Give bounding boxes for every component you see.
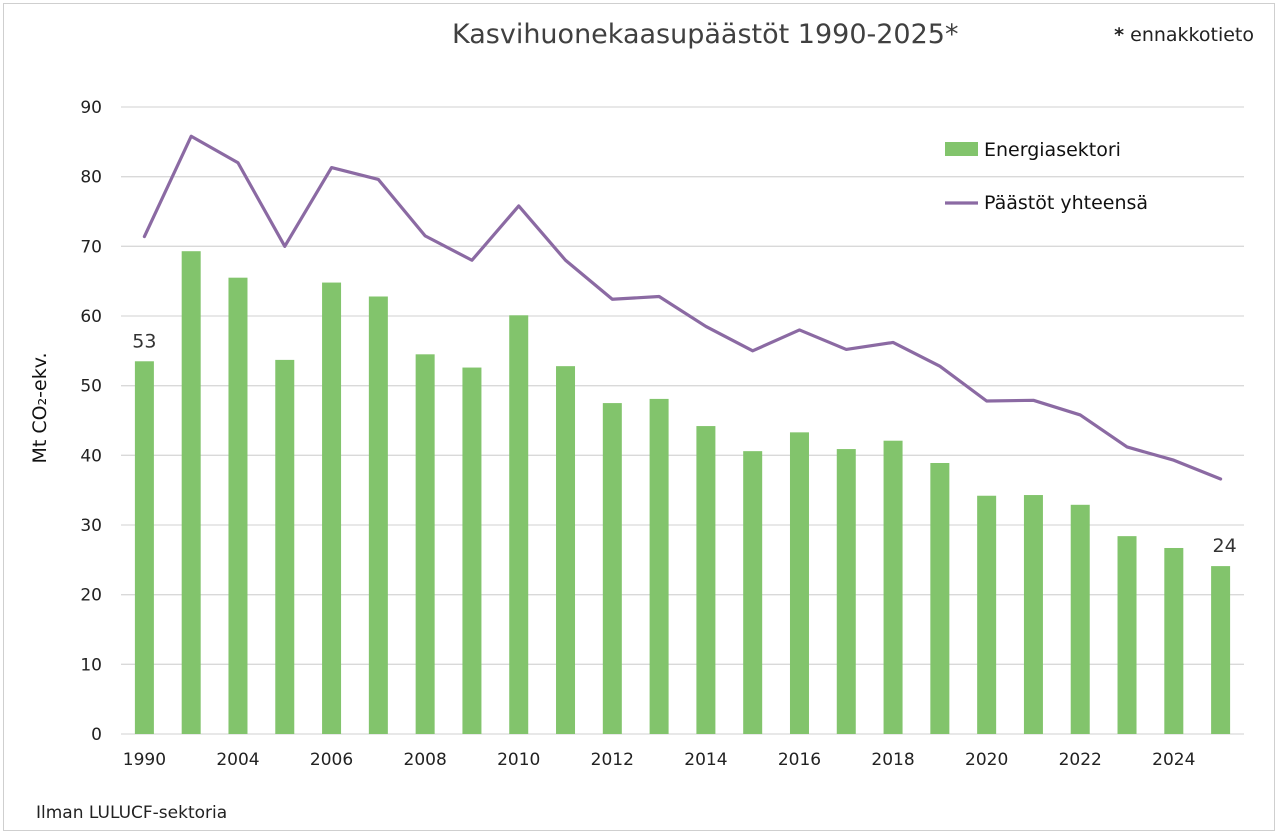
- bar-series: [134, 251, 1231, 734]
- y-tick-label: 40: [80, 446, 102, 466]
- footer-note: Ilman LULUCF-sektoria: [36, 803, 228, 823]
- grid-lines: [121, 106, 1244, 735]
- bar-energiasektori: [789, 432, 809, 734]
- line-series: [142, 134, 1223, 481]
- x-tick-label: 2006: [310, 750, 353, 770]
- x-tick-labels: 1990 2004 2006 2008 2010 2012 2014 2016 2018 2020…: [123, 750, 1196, 770]
- bar-energiasektori: [181, 251, 201, 734]
- x-tick-label: 2012: [591, 750, 634, 770]
- bar-energiasektori: [602, 403, 622, 734]
- bar-energiasektori: [322, 282, 342, 734]
- bar-energiasektori: [883, 440, 903, 734]
- bar-energiasektori: [228, 277, 248, 734]
- x-tick-label: 2018: [871, 750, 914, 770]
- x-tick-label: 1990: [123, 750, 166, 770]
- x-tick-label: 2024: [1152, 750, 1195, 770]
- legend-label-paastot-yhteensa: Päästöt yhteensä: [984, 192, 1148, 214]
- y-tick-label: 50: [80, 377, 102, 397]
- bar-energiasektori: [1070, 504, 1090, 734]
- y-tick-label: 20: [80, 586, 102, 606]
- x-tick-label: 2020: [965, 750, 1008, 770]
- bar-energiasektori: [930, 462, 950, 734]
- bar-energiasektori: [462, 367, 482, 734]
- preliminary-note: * ennakkotieto: [1114, 24, 1254, 46]
- bar-energiasektori: [275, 359, 295, 734]
- legend: Energiasektori Päästöt yhteensä: [945, 139, 1148, 214]
- note-star: *: [1114, 24, 1125, 46]
- y-tick-label: 70: [80, 237, 102, 257]
- y-tick-label: 30: [80, 516, 102, 536]
- y-tick-label: 90: [80, 98, 102, 118]
- bar-energiasektori: [1211, 566, 1231, 734]
- bar-energiasektori: [1164, 547, 1184, 734]
- bar-energiasektori: [415, 354, 435, 734]
- chart-title: Kasvihuonekaasupäästöt 1990-2025*: [452, 19, 959, 50]
- bar-energiasektori: [134, 361, 154, 734]
- bar-energiasektori: [368, 296, 388, 734]
- data-labels: 53 24: [132, 330, 1236, 557]
- bar-energiasektori: [977, 495, 997, 734]
- bar-data-label: 24: [1213, 535, 1237, 557]
- bar-energiasektori: [556, 366, 576, 734]
- x-tick-label: 2004: [216, 750, 259, 770]
- legend-swatch-energiasektori: [945, 142, 978, 156]
- bar-energiasektori: [1023, 495, 1043, 734]
- bar-energiasektori: [696, 426, 716, 734]
- note-text: ennakkotieto: [1130, 24, 1254, 46]
- bar-energiasektori: [1117, 536, 1137, 734]
- x-tick-label: 2008: [404, 750, 447, 770]
- legend-label-energiasektori: Energiasektori: [984, 139, 1121, 161]
- x-tick-label: 2010: [497, 750, 540, 770]
- y-tick-labels: 0 10 20 30 40 50 60 70 80 90: [80, 98, 102, 745]
- bar-data-label: 53: [132, 330, 156, 352]
- y-tick-label: 0: [91, 725, 102, 745]
- y-tick-label: 10: [80, 655, 102, 675]
- chart-frame: [3, 3, 1275, 831]
- x-tick-label: 2022: [1059, 750, 1102, 770]
- bar-energiasektori: [649, 398, 669, 734]
- y-tick-label: 80: [80, 168, 102, 188]
- bar-energiasektori: [836, 449, 856, 734]
- line-paastot-yhteensa: [142, 134, 1223, 481]
- y-tick-label: 60: [80, 307, 102, 327]
- bar-energiasektori: [743, 451, 763, 734]
- x-tick-label: 2014: [684, 750, 727, 770]
- bar-energiasektori: [509, 315, 529, 734]
- x-tick-label: 2016: [778, 750, 821, 770]
